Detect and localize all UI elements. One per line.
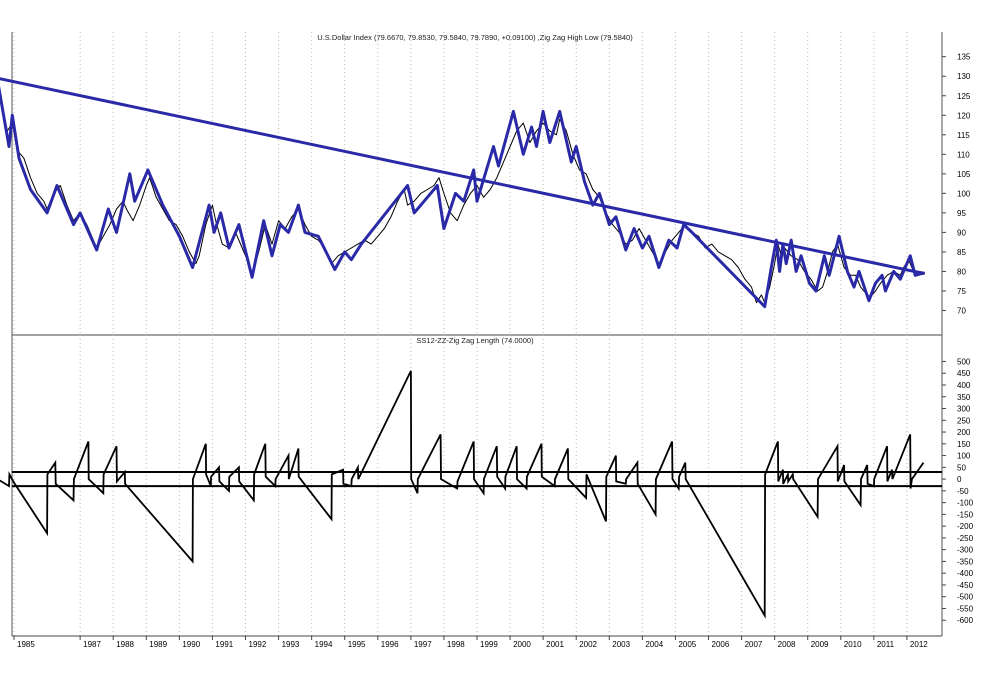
y-tick-label: -400 — [957, 569, 974, 578]
y-tick-label: -300 — [957, 546, 974, 555]
x-tick-label: 1998 — [447, 640, 465, 649]
y-tick-label: 115 — [957, 131, 970, 140]
y-tick-label: 130 — [957, 72, 971, 81]
y-tick-label: 300 — [957, 405, 971, 414]
price-panel: 135 130 125 120 115 110 105 100 95 90 85 80 75 70 U.S… — [0, 32, 971, 336]
zigzag-line — [0, 85, 925, 309]
x-tick-label: 2010 — [844, 640, 862, 649]
upper-y-axis-ticks: 135 130 125 120 115 110 105 100 95 90 85 80 75 70 — [942, 53, 971, 315]
x-axis-labels: 1985 1987 1988 1989 1990 1991 1992 1993 1994 1995… — [13, 636, 928, 649]
y-tick-label: 200 — [957, 428, 971, 437]
price-line — [0, 92, 924, 304]
y-tick-label: -100 — [957, 499, 974, 508]
y-tick-label: 70 — [957, 306, 966, 315]
y-tick-label: 95 — [957, 209, 966, 218]
x-tick-label: 1990 — [182, 640, 200, 649]
x-tick-label: 2001 — [546, 640, 564, 649]
x-tick-label: 1988 — [116, 640, 134, 649]
x-tick-label: 1987 — [83, 640, 101, 649]
threshold-lines — [12, 471, 942, 488]
zigzag_length-line — [0, 370, 925, 619]
x-tick-label: 2011 — [877, 640, 895, 649]
x-tick-label: 2004 — [645, 640, 663, 649]
y-tick-label: 75 — [957, 287, 966, 296]
zigzag-length-series-group — [0, 370, 925, 619]
zigzag-length-title: SS12-ZZ-Zig Zag Length (74.0000) — [416, 336, 534, 345]
y-tick-label: 110 — [957, 150, 970, 159]
x-tick-label: 1994 — [315, 640, 333, 649]
trendline-line — [0, 77, 925, 275]
y-tick-label: -350 — [957, 557, 974, 566]
x-tick-label: 2008 — [778, 640, 796, 649]
price-series-group — [0, 77, 925, 309]
x-tick-label: 1999 — [480, 640, 498, 649]
x-tick-label: 2012 — [910, 640, 928, 649]
x-tick-label: 1989 — [149, 640, 167, 649]
y-tick-label: -200 — [957, 522, 974, 531]
y-tick-label: 100 — [957, 189, 971, 198]
x-tick-label: 2006 — [712, 640, 730, 649]
x-tick-label: 1992 — [249, 640, 267, 649]
y-tick-label: -600 — [957, 616, 974, 625]
y-tick-label: 105 — [957, 170, 971, 179]
y-tick-label: 120 — [957, 111, 971, 120]
y-tick-label: 50 — [957, 463, 966, 472]
x-tick-label: 2005 — [678, 640, 696, 649]
y-tick-label: 80 — [957, 267, 966, 276]
y-tick-label: 135 — [957, 53, 971, 62]
y-tick-label: -250 — [957, 534, 974, 543]
price-chart-title: U.S.Dollar Index (79.6670, 79.8530, 79.5… — [317, 33, 633, 42]
lower-y-axis-ticks: 500450400350300250200150100500-50-100-15… — [942, 357, 974, 625]
y-tick-label: -500 — [957, 593, 974, 602]
y-tick-label: 350 — [957, 393, 971, 402]
x-tick-label: 1997 — [414, 640, 432, 649]
x-tick-label: 2009 — [811, 640, 829, 649]
x-tick-label: 1985 — [17, 640, 35, 649]
x-tick-label: 2000 — [513, 640, 531, 649]
y-tick-label: 450 — [957, 369, 971, 378]
y-tick-label: -150 — [957, 510, 974, 519]
y-tick-label: 0 — [957, 475, 962, 484]
x-tick-label: 1993 — [282, 640, 300, 649]
x-tick-label: 2007 — [745, 640, 763, 649]
x-tick-label: 1991 — [215, 640, 233, 649]
y-tick-label: 85 — [957, 248, 966, 257]
y-tick-label: -50 — [957, 487, 969, 496]
x-tick-label: 1996 — [381, 640, 399, 649]
y-tick-label: -550 — [957, 604, 974, 613]
y-tick-label: 150 — [957, 440, 971, 449]
zigzag-length-panel: 500450400350300250200150100500-50-100-15… — [0, 335, 974, 636]
x-tick-label: 2002 — [579, 640, 597, 649]
y-tick-label: 100 — [957, 452, 971, 461]
y-tick-label: 500 — [957, 357, 971, 366]
x-axis: 1985 1987 1988 1989 1990 1991 1992 1993 1994 1995… — [12, 635, 942, 649]
y-tick-label: 250 — [957, 416, 971, 425]
x-tick-label: 2003 — [612, 640, 630, 649]
x-tick-label: 1995 — [348, 640, 366, 649]
y-tick-label: 125 — [957, 92, 971, 101]
y-tick-label: 400 — [957, 381, 971, 390]
y-tick-label: 90 — [957, 228, 966, 237]
y-tick-label: -450 — [957, 581, 974, 590]
